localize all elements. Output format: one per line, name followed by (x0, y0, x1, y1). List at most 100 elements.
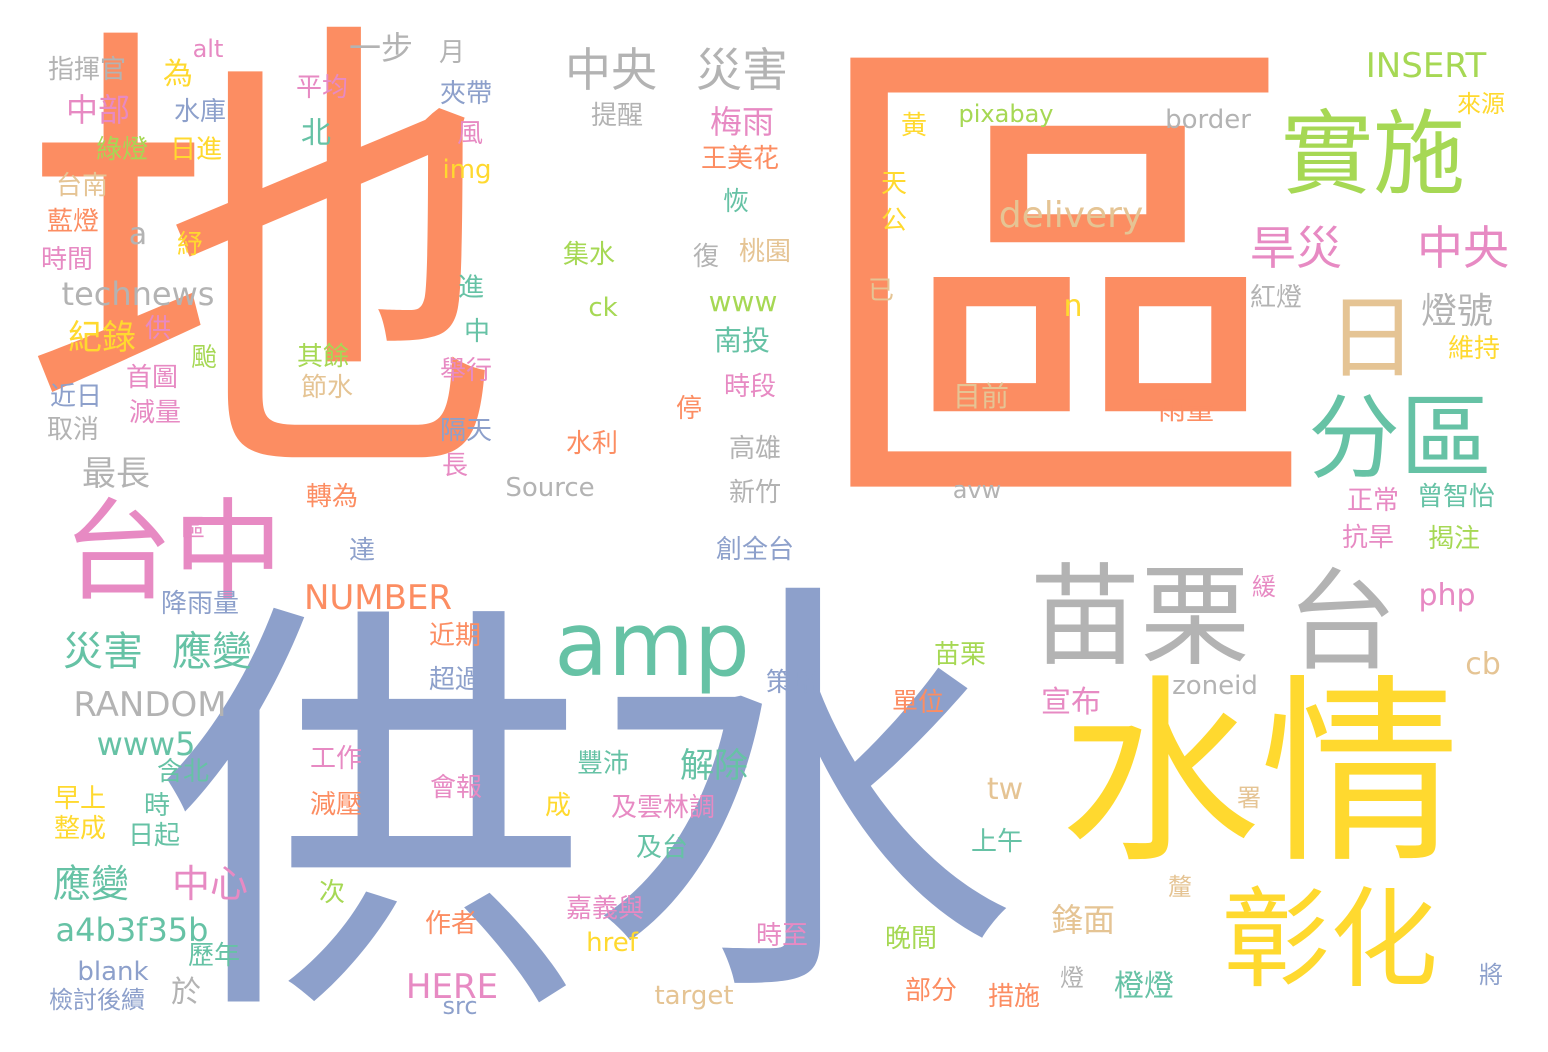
cloud-word: 燈 (1060, 964, 1084, 992)
cloud-word: 進 (457, 273, 485, 303)
cloud-word: zoneid (1172, 671, 1258, 701)
cloud-word: 水庫 (173, 97, 227, 127)
cloud-word: 時至 (755, 921, 809, 951)
cloud-word: www (708, 285, 778, 318)
cloud-word: alt (192, 35, 224, 63)
cloud-word: 其餘 (296, 342, 350, 372)
cloud-word: 復 (692, 242, 720, 272)
cloud-word: 日進 (169, 135, 223, 165)
cloud-word: 緩 (1252, 573, 1276, 601)
cloud-word: border (1165, 105, 1251, 135)
cloud-word: 區 (181, 514, 205, 542)
cloud-word: 措施 (987, 982, 1041, 1012)
cloud-word: cb (1465, 647, 1501, 682)
cloud-word: 應變 (172, 629, 252, 675)
cloud-word: 早上 (53, 784, 107, 814)
cloud-word: 近期 (428, 621, 482, 651)
cloud-word: 上午 (970, 827, 1024, 857)
cloud-word: 及台 (635, 833, 689, 863)
cloud-word: 苗栗 (933, 640, 987, 670)
cloud-word: 檢討後續 (49, 986, 145, 1014)
cloud-word: avw (952, 476, 1002, 504)
cloud-word: technews (61, 275, 215, 313)
cloud-word: blank (77, 957, 149, 987)
cloud-word: 燈號 (1420, 291, 1494, 332)
cloud-word: 降雨量 (160, 589, 240, 619)
cloud-word: 水利 (565, 429, 619, 459)
cloud-word: 日 (1327, 286, 1417, 391)
cloud-word: 釐 (1168, 873, 1192, 901)
cloud-word: 中心 (171, 862, 249, 906)
cloud-word: a4b3f35b (55, 911, 209, 949)
cloud-word: 減壓 (309, 790, 363, 820)
cloud-word: 北 (301, 116, 331, 151)
cloud-word: 紓 (176, 230, 204, 260)
cloud-word: 成 (544, 791, 572, 821)
cloud-word: 會報 (429, 773, 483, 803)
cloud-word: 曾智怡 (1416, 482, 1496, 512)
cloud-word: 颱 (190, 343, 218, 373)
cloud-word: 取消 (46, 415, 100, 445)
cloud-word: 為 (163, 57, 193, 92)
cloud-word: 一步 (348, 29, 414, 67)
cloud-word: 揭注 (1427, 524, 1481, 554)
cloud-word: 橙燈 (1114, 969, 1174, 1004)
cloud-word: INSERT (1365, 46, 1487, 86)
cloud-word: 天 (880, 169, 908, 199)
cloud-word: 含北 (156, 757, 210, 787)
cloud-word: 高雄 (728, 434, 782, 464)
cloud-word: 豐沛 (576, 749, 630, 779)
cloud-word: 長 (441, 451, 469, 481)
cloud-word: 雨量 (1157, 393, 1215, 426)
cloud-word: 災害 (63, 629, 143, 675)
cloud-word: 台南 (55, 171, 109, 201)
cloud-word: 及雲林調 (610, 793, 716, 823)
cloud-word: target (654, 981, 734, 1011)
cloud-word: 時 (143, 791, 171, 821)
cloud-word: n (1063, 289, 1083, 324)
cloud-word: 中部 (65, 91, 131, 129)
cloud-word: 實施 (1280, 101, 1466, 208)
cloud-word: 供 (144, 314, 172, 344)
cloud-word: 歷年 (187, 941, 241, 971)
cloud-word: RANDOM (73, 685, 227, 725)
cloud-word: 旱災 (1250, 221, 1342, 275)
cloud-word: ck (588, 293, 618, 323)
cloud-word: 節水 (300, 373, 354, 403)
cloud-word: 次 (318, 878, 346, 908)
cloud-word: amp (554, 593, 750, 696)
cloud-word: 紀錄 (68, 318, 136, 358)
cloud-word: 整成 (53, 814, 107, 844)
cloud-word: 最長 (82, 454, 150, 494)
cloud-word: 區 (802, 0, 1322, 593)
cloud-word: 嘉義與 (565, 894, 645, 924)
cloud-word: tw (986, 772, 1024, 807)
cloud-word: 地 (22, 0, 502, 544)
cloud-word: 台 (1287, 558, 1397, 686)
cloud-word: src (442, 992, 478, 1020)
cloud-word: 減量 (128, 398, 182, 428)
cloud-word: 晚間 (884, 924, 938, 954)
cloud-word: href (586, 928, 638, 958)
cloud-word: 策略 (765, 668, 819, 698)
cloud-word: 超過 (428, 665, 482, 695)
cloud-word: 供 (158, 570, 588, 1052)
cloud-word: 於 (171, 975, 201, 1010)
cloud-word: 災害 (696, 43, 788, 97)
cloud-word: 水 (587, 550, 1017, 1050)
cloud-word: 來源 (1457, 90, 1505, 118)
cloud-word: 公 (880, 206, 908, 236)
cloud-word: 宣布 (1041, 685, 1101, 720)
cloud-word: 維持 (1447, 334, 1501, 364)
cloud-word: 苗栗 (1030, 553, 1250, 681)
cloud-word: 停 (675, 394, 703, 424)
cloud-word: 提醒 (590, 101, 644, 131)
cloud-word: 應變 (52, 862, 130, 906)
cloud-word: 隔天 (439, 416, 493, 446)
cloud-word: 時段 (723, 372, 777, 402)
cloud-word: 目前 (952, 380, 1010, 413)
cloud-word: 集水 (562, 240, 616, 270)
cloud-word: 轉為 (305, 482, 359, 512)
cloud-word: 單位 (891, 688, 945, 718)
cloud-word: 解除 (680, 746, 748, 786)
